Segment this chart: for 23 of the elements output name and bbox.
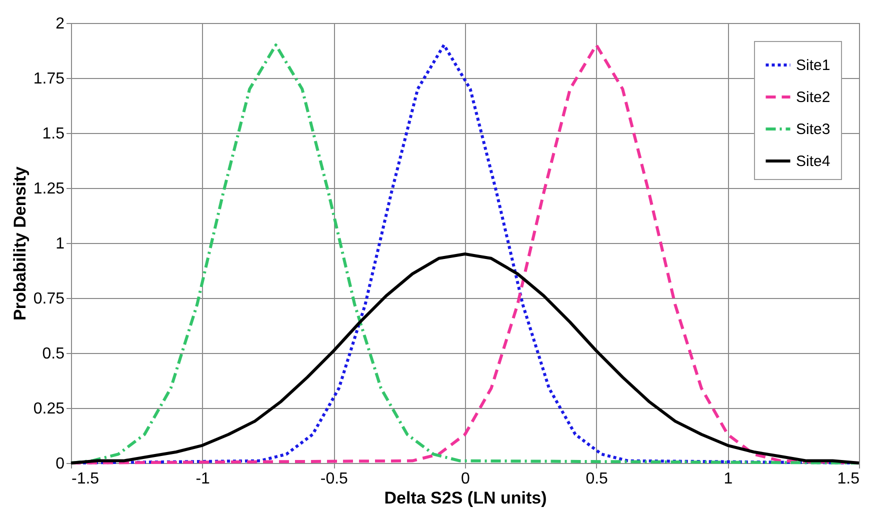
y-tick-label: 1.75 bbox=[33, 70, 65, 88]
x-tick-label: -1 bbox=[196, 470, 210, 488]
x-tick-label: 1 bbox=[724, 470, 733, 488]
legend-label: Site3 bbox=[796, 121, 830, 138]
y-tick-label: 2 bbox=[56, 16, 65, 32]
x-tick-label: -1.5 bbox=[72, 470, 100, 488]
x-tick-label: -0.5 bbox=[320, 470, 348, 488]
legend-label: Site1 bbox=[796, 57, 830, 74]
x-axis-title: Delta S2S (LN units) bbox=[384, 488, 547, 508]
x-tick-label: 1.5 bbox=[837, 470, 860, 488]
legend-label: Site4 bbox=[796, 153, 830, 170]
y-tick-label: 1.5 bbox=[42, 126, 65, 142]
legend-label: Site2 bbox=[796, 89, 830, 106]
y-tick-label: 0 bbox=[56, 456, 65, 472]
y-axis-title: Probability Density bbox=[10, 166, 30, 320]
y-tick-label: 0.5 bbox=[42, 346, 65, 362]
line-series bbox=[70, 252, 860, 464]
y-tick-label: 0.75 bbox=[33, 290, 65, 308]
x-tick-label: 0 bbox=[461, 470, 470, 488]
y-tick-label: 1.25 bbox=[33, 180, 65, 198]
y-tick-label: 1 bbox=[56, 236, 65, 252]
y-tick-label: 0.25 bbox=[33, 400, 65, 418]
x-tick-label: 0.5 bbox=[586, 470, 608, 488]
